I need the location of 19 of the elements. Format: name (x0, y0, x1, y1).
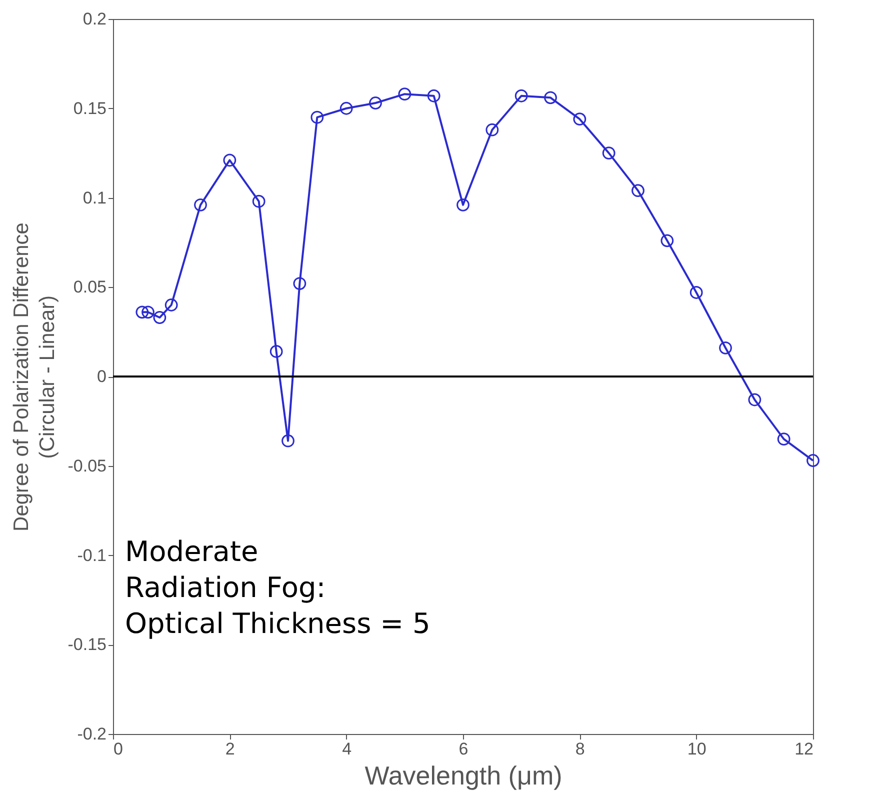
y-tick-label: 0.2 (82, 10, 106, 28)
x-tick-label: 12 (794, 740, 814, 758)
x-tick-label: 8 (575, 740, 585, 758)
x-tick-label: 10 (687, 740, 706, 758)
y-tick-label: 0.05 (73, 278, 106, 297)
y-tick-label: -0.05 (68, 456, 106, 476)
x-axis-title: Wavelength (μm) (364, 760, 562, 790)
y-tick-label: -0.1 (77, 546, 106, 565)
x-tick-label: 4 (342, 740, 352, 758)
x-tick-label: 6 (458, 740, 468, 758)
y-tick-label: -0.2 (77, 724, 106, 744)
y-tick-label: -0.15 (68, 635, 106, 654)
x-tick-label: 2 (225, 740, 235, 758)
x-tick-label: 0 (114, 740, 123, 758)
y-tick-label: 0 (97, 367, 106, 386)
y-tick-label: 0.1 (82, 188, 106, 208)
y-axis-title: Degree of Polarization Difference (Circular - Linear) (10, 222, 59, 532)
y-tick-label: 0.15 (73, 98, 106, 118)
annotation: Moderate Radiation Fog: Optical Thickness = 5 (125, 535, 430, 640)
